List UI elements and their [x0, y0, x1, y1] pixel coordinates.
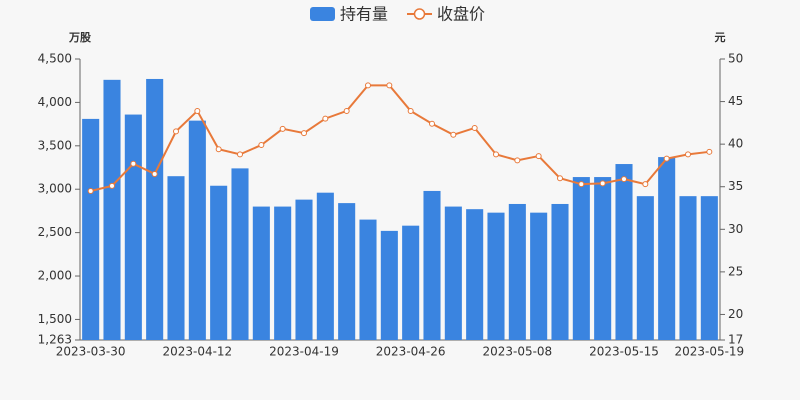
line-point — [578, 181, 585, 188]
line-point — [365, 82, 371, 89]
legend-marker — [413, 8, 426, 20]
bar — [402, 225, 420, 340]
bar — [274, 206, 292, 340]
bar — [615, 164, 633, 340]
bar — [252, 206, 270, 340]
x-tick-label: 2023-04-19 — [269, 345, 339, 359]
legend-label: 持有量 — [340, 5, 388, 24]
bar — [508, 203, 526, 340]
line-point — [237, 151, 243, 158]
legend-swatch — [310, 7, 335, 21]
bar — [231, 168, 249, 340]
line-point — [173, 128, 179, 135]
y2-tick-label: 40 — [728, 137, 743, 151]
y2-tick-label: 30 — [728, 222, 743, 236]
line-point — [471, 124, 478, 131]
y2-axis-label: 元 — [715, 31, 726, 44]
bar — [316, 192, 334, 340]
line-point — [279, 125, 286, 132]
y-tick-label: 1,263 — [38, 333, 72, 347]
y2-tick-label: 25 — [728, 264, 743, 278]
y2-tick-label: 35 — [728, 179, 743, 193]
y2-tick-label: 50 — [728, 52, 743, 66]
line-point — [151, 170, 158, 177]
line-point — [130, 160, 137, 167]
bar — [423, 190, 441, 340]
line — [90, 84, 710, 192]
y2-tick-label: 20 — [728, 307, 743, 321]
line-point — [663, 155, 670, 162]
legend-label: 收盘价 — [437, 5, 485, 24]
line-point — [386, 82, 393, 89]
y-tick-label: 4,000 — [38, 95, 72, 109]
bar — [572, 177, 590, 340]
bar — [466, 209, 484, 340]
bar — [167, 176, 185, 340]
line-point — [109, 182, 115, 189]
bar — [551, 203, 569, 340]
line-point — [343, 107, 350, 114]
line-point — [685, 151, 691, 158]
bar — [380, 230, 398, 340]
line-point — [621, 176, 627, 183]
y-tick-label: 4,500 — [38, 52, 72, 66]
bar — [359, 219, 377, 340]
bar — [82, 118, 100, 340]
x-tick-label: 2023-05-08 — [482, 345, 552, 359]
x-tick-label: 2023-05-19 — [674, 345, 744, 359]
bar — [594, 177, 612, 340]
bar — [679, 196, 697, 340]
bar — [146, 78, 164, 341]
line-point — [642, 181, 649, 188]
bar — [530, 212, 548, 340]
bar — [636, 196, 654, 340]
y-tick-label: 1,500 — [38, 312, 72, 326]
line-point — [322, 115, 329, 122]
line-point — [706, 148, 713, 155]
line-point — [215, 146, 222, 153]
y-tick-label: 3,000 — [38, 182, 72, 196]
bar — [295, 199, 313, 340]
line-point — [493, 151, 499, 158]
line-point — [429, 120, 435, 127]
legend: 持有量 收盘价 — [310, 5, 485, 24]
bar — [487, 212, 505, 340]
y-axis-label: 万股 — [68, 31, 92, 44]
line-point — [535, 153, 542, 160]
line-point — [450, 131, 457, 138]
line-point — [599, 180, 606, 187]
y2-tick-label: 45 — [728, 94, 743, 108]
y2-tick-label: 17 — [728, 333, 743, 347]
line-point — [557, 175, 563, 182]
bar — [210, 185, 228, 340]
line-point — [301, 130, 307, 137]
bar — [700, 196, 718, 340]
line-point — [258, 142, 265, 149]
y-tick-label: 3,500 — [38, 138, 72, 152]
line-point — [194, 107, 201, 114]
x-tick-label: 2023-03-30 — [56, 345, 126, 359]
bar — [658, 157, 676, 340]
x-tick-label: 2023-04-26 — [376, 345, 446, 359]
line-point — [407, 107, 414, 114]
y-tick-label: 2,500 — [38, 225, 72, 239]
bar — [444, 206, 462, 340]
line-point — [87, 187, 94, 194]
x-tick-label: 2023-05-15 — [589, 345, 659, 359]
y-tick-label: 2,000 — [38, 269, 72, 283]
x-tick-label: 2023-04-12 — [162, 345, 232, 359]
bar — [188, 120, 206, 340]
bar — [124, 114, 142, 340]
bar — [338, 203, 356, 340]
bar — [103, 79, 121, 340]
line-point — [514, 157, 521, 164]
